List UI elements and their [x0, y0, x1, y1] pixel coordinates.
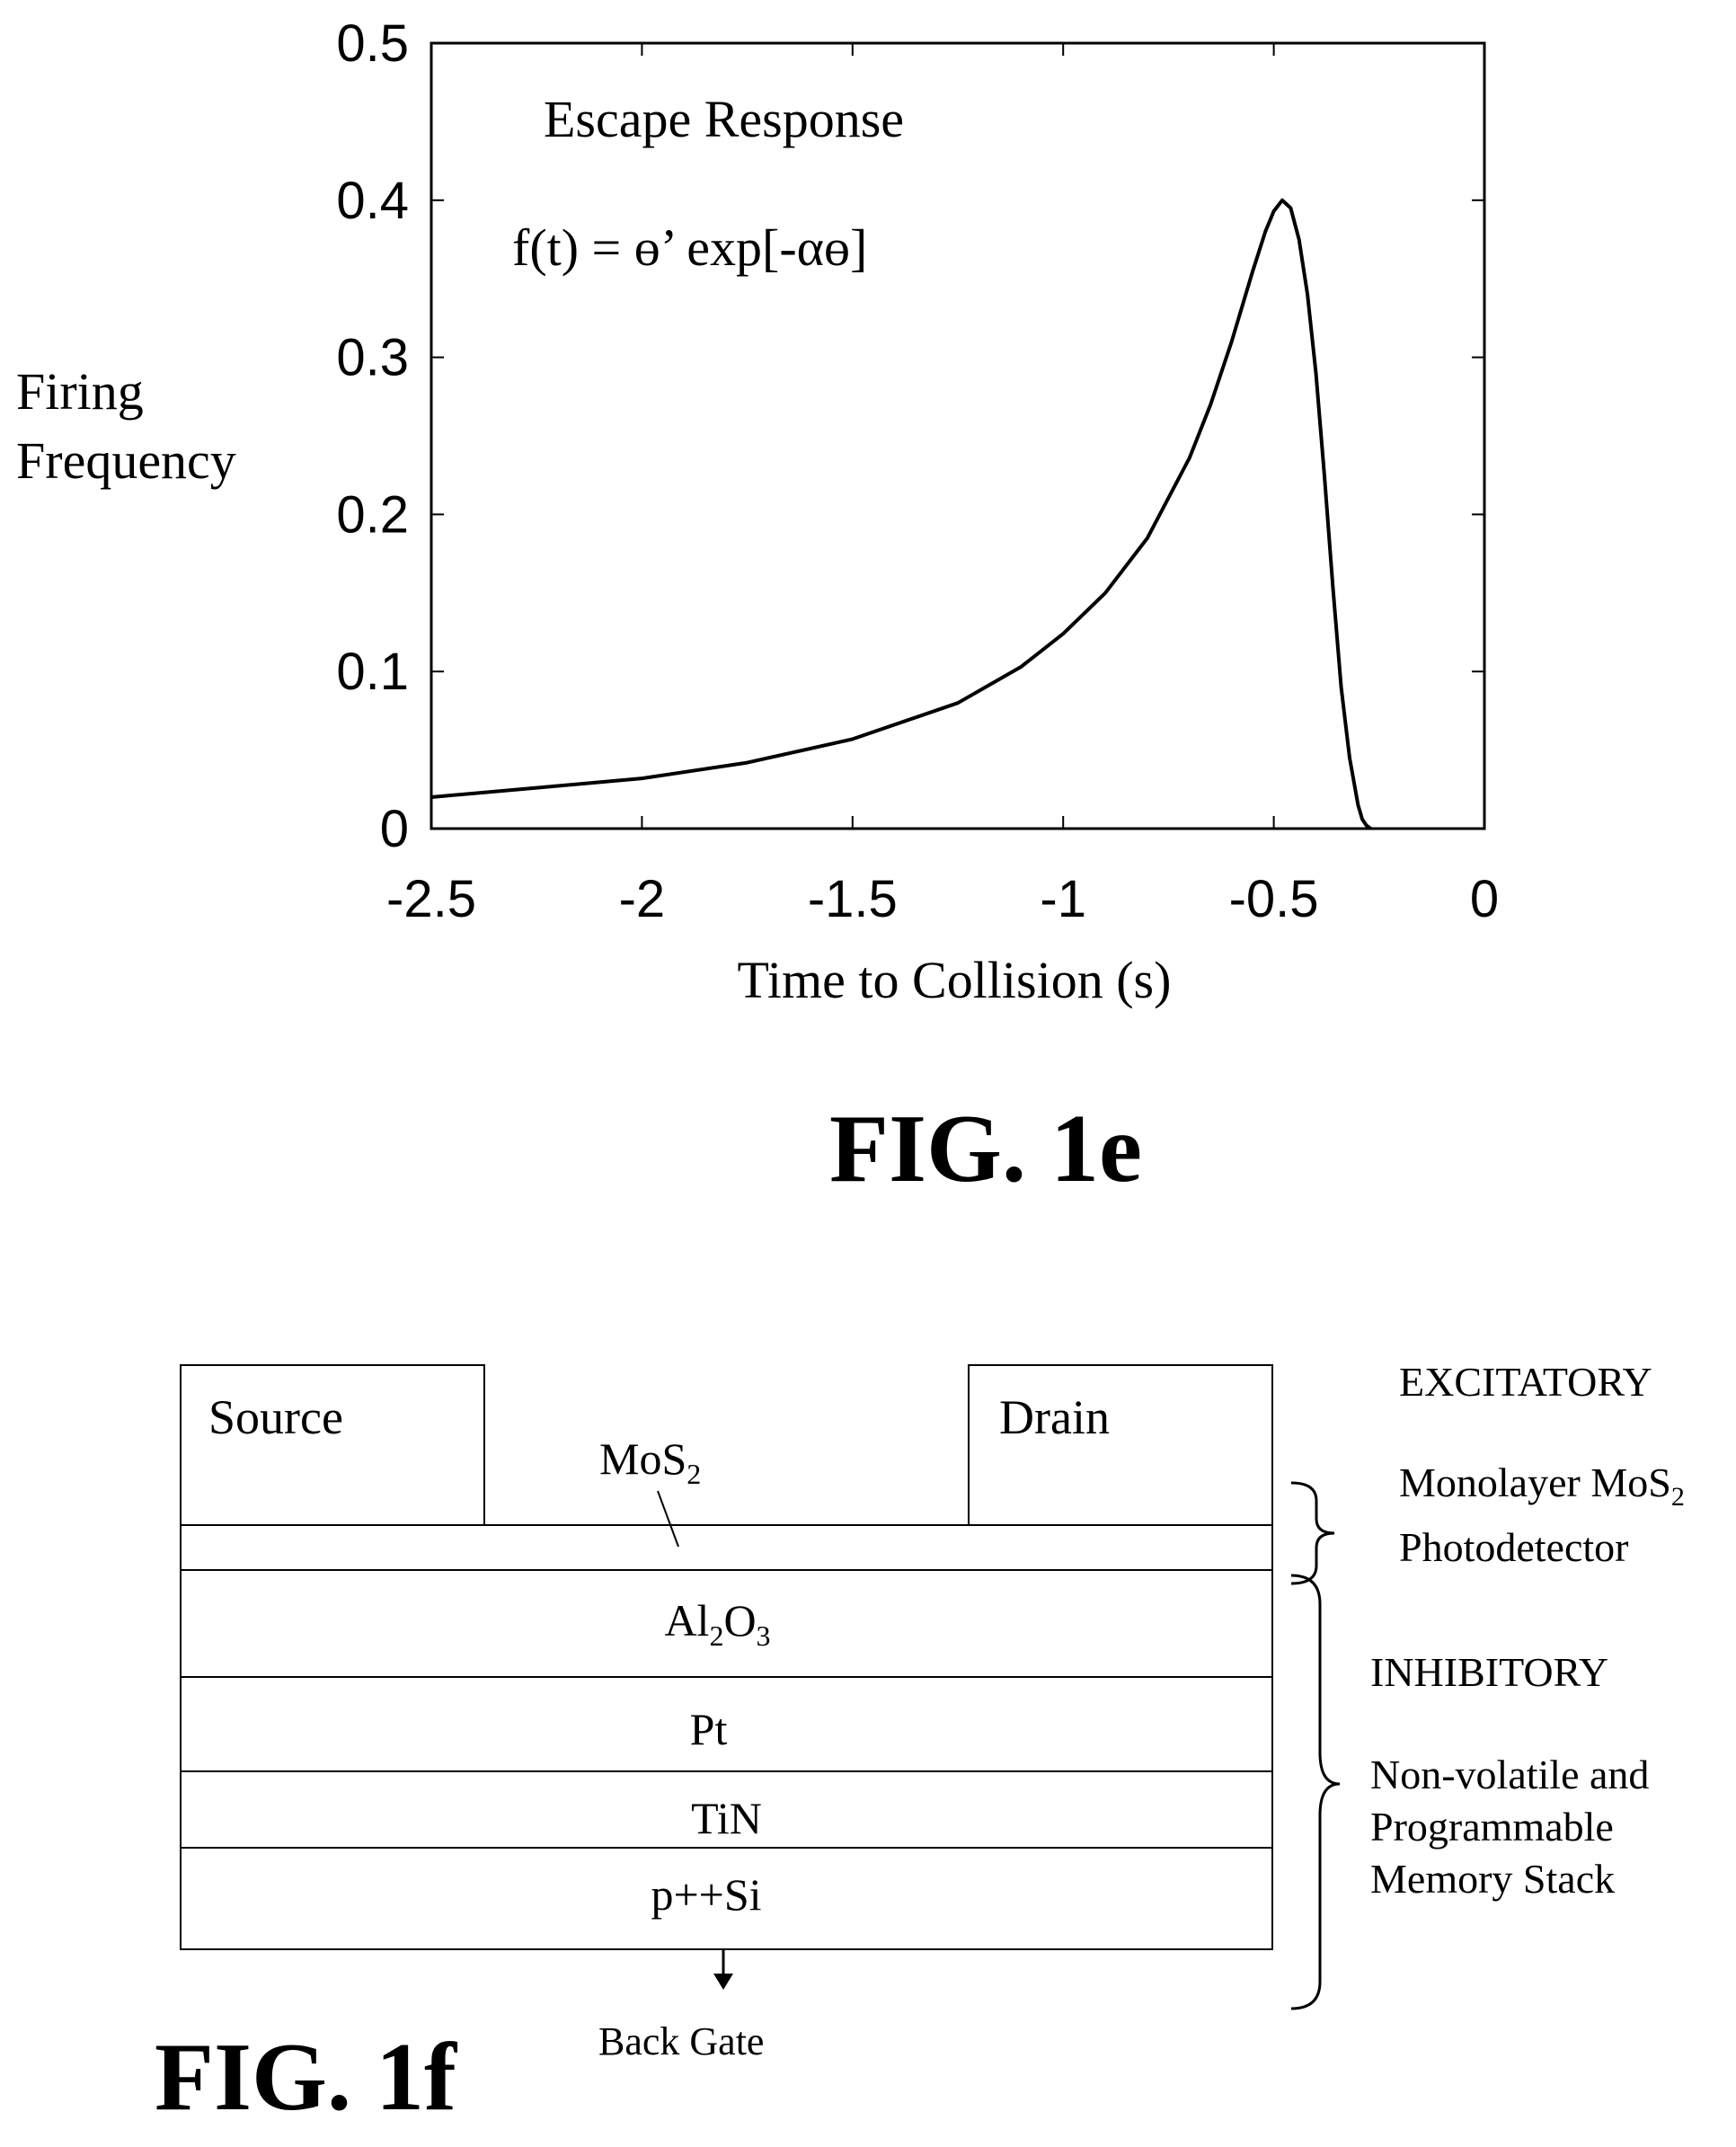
back-gate-arrow-icon — [713, 1950, 733, 1990]
x-tick-label: -0.5 — [1229, 870, 1319, 928]
al2o3-label: Al2O3 — [664, 1595, 771, 1652]
chart-annotation-formula: f(t) = ɵ’ exp[-αɵ] — [512, 218, 867, 277]
drain-electrode: Drain — [968, 1364, 1273, 1526]
x-tick-label: -1.5 — [808, 870, 898, 928]
escape-response-chart: -2.5 -2 -1.5 -1 -0.5 0 0 0.1 0.2 0.3 0.4 0.5 Escape… — [16, 14, 1499, 1009]
x-tick-label: -1 — [1040, 870, 1086, 928]
x-axis-label: Time to Collision (s) — [738, 951, 1172, 1009]
x-tick-label: -2 — [619, 870, 666, 928]
monolayer-label: Monolayer MoS2 Photodetector — [1399, 1459, 1685, 1571]
mos2-channel-label: MoS2 — [599, 1433, 702, 1490]
pt-label: Pt — [689, 1704, 728, 1754]
back-gate-label: Back Gate — [598, 2019, 765, 2063]
y-axis-label-line1: Firing — [16, 362, 144, 421]
mos2-leader-line — [657, 1490, 679, 1548]
y-tick-label: 0 — [380, 800, 409, 858]
y-tick-label: 0.4 — [336, 172, 409, 230]
y-tick-label: 0.5 — [336, 14, 409, 73]
fig-1f-caption: FIG. 1f — [155, 2024, 456, 2131]
al2o3-layer: Al2O3 — [180, 1569, 1273, 1678]
plot-frame — [430, 41, 1486, 830]
p-si-label: p++Si — [651, 1869, 762, 1920]
mos2-layer — [180, 1524, 1273, 1571]
inhibitory-brace — [1290, 1574, 1341, 2010]
excitatory-heading: EXCITATORY — [1399, 1359, 1652, 1405]
series-line — [430, 198, 1372, 830]
x-tick-label: -2.5 — [386, 870, 476, 928]
y-axis-label-line2: Frequency — [16, 431, 236, 490]
p-si-substrate: p++Si — [180, 1847, 1273, 1950]
chart-annotation-title: Escape Response — [544, 90, 904, 148]
inhibitory-heading: INHIBITORY — [1370, 1649, 1608, 1695]
fig-1e-caption: FIG. 1e — [829, 1096, 1142, 1202]
tin-layer: TiN — [180, 1770, 1273, 1849]
y-tick-label: 0.1 — [336, 643, 409, 701]
x-tick-label: 0 — [1470, 870, 1499, 928]
plot-area: -2.5 -2 -1.5 -1 -0.5 0 0 0.1 0.2 0.3 0.4 0.5 — [336, 14, 1499, 928]
y-tick-label: 0.3 — [336, 329, 409, 387]
y-tick-label: 0.2 — [336, 485, 409, 544]
source-electrode: Source — [180, 1364, 485, 1526]
memory-stack-label: Non-volatile and Programmable Memory Sta… — [1370, 1752, 1650, 1902]
excitatory-brace — [1290, 1481, 1335, 1585]
tin-label: TiN — [691, 1793, 762, 1843]
pt-layer: Pt — [180, 1676, 1273, 1772]
source-label: Source — [208, 1390, 343, 1444]
drain-label: Drain — [999, 1390, 1110, 1444]
